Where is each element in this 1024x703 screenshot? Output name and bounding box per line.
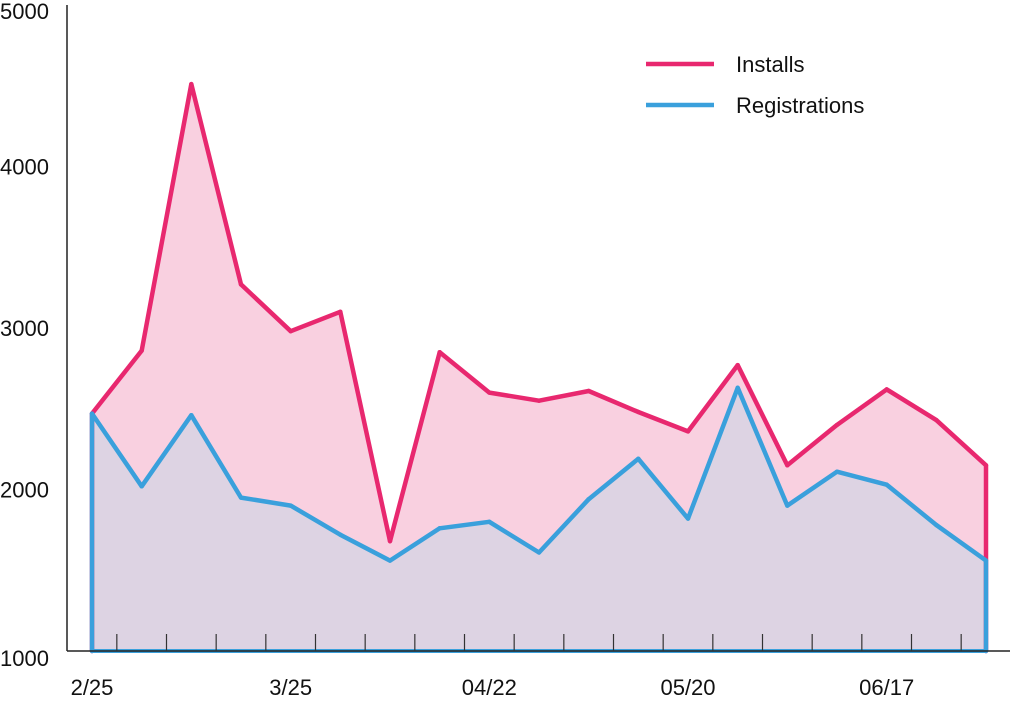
registrations-point bbox=[884, 482, 889, 487]
y-tick-labels: 1000 2000 3000 4000 5000 bbox=[0, 0, 49, 671]
installs-point bbox=[884, 387, 889, 392]
y-tick-label: 1000 bbox=[0, 646, 49, 671]
x-ticks bbox=[116, 634, 962, 651]
installs-point bbox=[487, 390, 492, 395]
installs-point bbox=[586, 388, 591, 394]
registrations-legend-label: Registrations bbox=[736, 93, 864, 118]
installs-point bbox=[636, 409, 641, 415]
registrations-point bbox=[785, 503, 790, 508]
y-tick-label: 5000 bbox=[0, 0, 49, 24]
x-tick-label: 04/22 bbox=[462, 675, 517, 700]
installs-point bbox=[238, 282, 244, 287]
x-tick-labels: 2/25 3/25 04/22 05/20 06/17 bbox=[71, 675, 915, 700]
installs-point bbox=[288, 329, 293, 334]
x-tick-label: 2/25 bbox=[71, 675, 114, 700]
area-layer bbox=[92, 84, 986, 652]
installs-point bbox=[338, 309, 343, 315]
registrations-point bbox=[238, 495, 244, 500]
installs-legend-label: Installs bbox=[736, 52, 804, 77]
registrations-point bbox=[834, 469, 840, 474]
registrations-area bbox=[92, 387, 986, 651]
installs-point bbox=[189, 81, 194, 87]
installs-point bbox=[983, 463, 989, 468]
registrations-point bbox=[636, 456, 641, 462]
registrations-point bbox=[735, 385, 740, 390]
y-tick-label: 2000 bbox=[0, 478, 49, 503]
registrations-point bbox=[89, 411, 95, 416]
installs-point bbox=[685, 429, 691, 434]
installs-point bbox=[735, 362, 740, 368]
x-tick-label: 3/25 bbox=[269, 675, 312, 700]
registrations-point bbox=[983, 558, 989, 563]
registrations-point bbox=[536, 550, 542, 555]
registrations-point bbox=[387, 558, 393, 563]
installs-point bbox=[934, 417, 939, 423]
registrations-point bbox=[338, 532, 343, 537]
y-tick-label: 3000 bbox=[0, 316, 49, 341]
installs-point bbox=[536, 398, 542, 403]
installs-point bbox=[387, 538, 393, 544]
registrations-point bbox=[487, 519, 492, 524]
y-tick-label: 4000 bbox=[0, 155, 49, 180]
installs-point bbox=[785, 463, 790, 468]
registrations-point bbox=[288, 503, 293, 508]
legend: Installs Registrations bbox=[646, 52, 864, 118]
x-tick-label: 05/20 bbox=[660, 675, 715, 700]
registrations-point bbox=[437, 526, 442, 531]
installs-point bbox=[139, 348, 144, 353]
registrations-point bbox=[934, 522, 939, 528]
installs-point bbox=[437, 350, 442, 355]
installs-point bbox=[834, 422, 840, 428]
registrations-point bbox=[685, 516, 691, 521]
registrations-point bbox=[189, 413, 194, 418]
x-tick-label: 06/17 bbox=[859, 675, 914, 700]
registrations-point bbox=[139, 484, 144, 489]
registrations-point bbox=[586, 496, 591, 502]
